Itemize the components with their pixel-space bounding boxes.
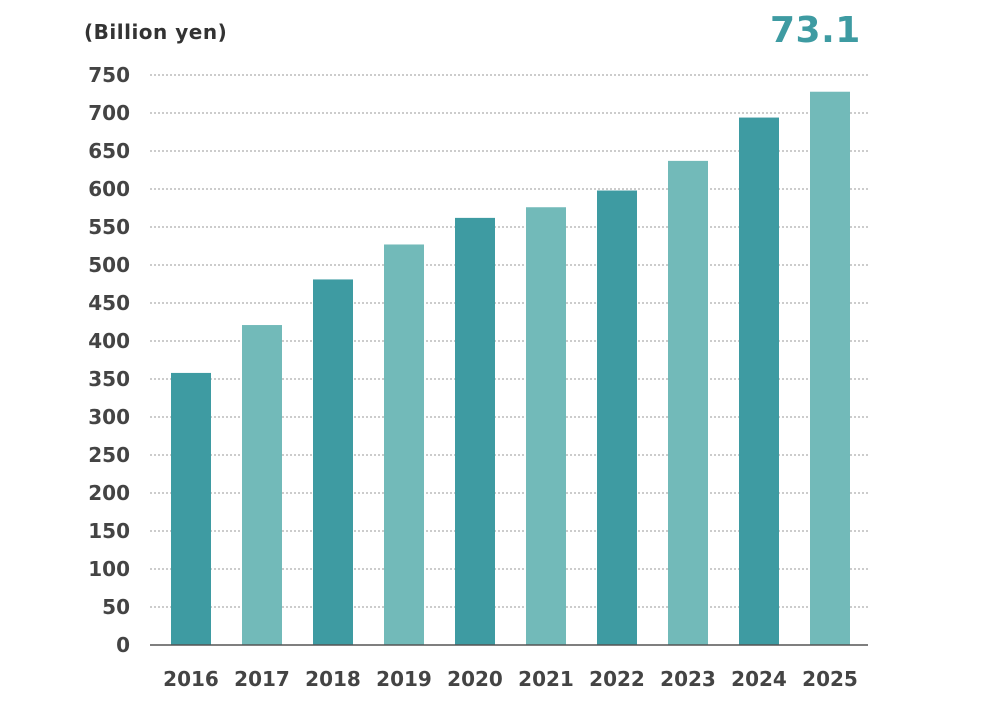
y-tick-label-550: 550 xyxy=(88,215,130,239)
x-tick-label-2023: 2023 xyxy=(660,667,716,691)
x-tick-label-2025: 2025 xyxy=(802,667,858,691)
bar-2018 xyxy=(313,279,353,645)
x-tick-label-2018: 2018 xyxy=(305,667,361,691)
y-tick-label-500: 500 xyxy=(88,253,130,277)
y-tick-label-450: 450 xyxy=(88,291,130,315)
y-axis-unit-label: (Billion yen) xyxy=(84,20,228,44)
x-tick-label-2021: 2021 xyxy=(518,667,574,691)
bar-2023 xyxy=(668,160,708,645)
bar-2019 xyxy=(384,244,424,646)
bar-2016 xyxy=(171,372,211,645)
y-tick-label-300: 300 xyxy=(88,405,130,429)
x-tick-label-2016: 2016 xyxy=(163,667,219,691)
highlight-value-label: 73.1 xyxy=(770,10,861,51)
bar-2024 xyxy=(739,117,779,645)
y-tick-label-650: 650 xyxy=(88,139,130,163)
x-tick-label-2024: 2024 xyxy=(731,667,787,691)
y-tick-label-250: 250 xyxy=(88,443,130,467)
bar-2020 xyxy=(455,217,495,645)
y-tick-label-750: 750 xyxy=(88,63,130,87)
bar-2017 xyxy=(242,325,282,645)
y-tick-label-400: 400 xyxy=(88,329,130,353)
bar-2025 xyxy=(810,91,850,646)
y-tick-label-200: 200 xyxy=(88,481,130,505)
x-tick-label-2022: 2022 xyxy=(589,667,645,691)
bar-2022 xyxy=(597,190,637,645)
y-tick-label-600: 600 xyxy=(88,177,130,201)
bar-2021 xyxy=(526,207,566,646)
y-tick-label-700: 700 xyxy=(88,101,130,125)
x-tick-label-2020: 2020 xyxy=(447,667,503,691)
y-tick-label-100: 100 xyxy=(88,557,130,581)
x-tick-label-2019: 2019 xyxy=(376,667,432,691)
y-tick-label-350: 350 xyxy=(88,367,130,391)
y-tick-label-0: 0 xyxy=(116,633,130,657)
y-tick-label-150: 150 xyxy=(88,519,130,543)
x-tick-label-2017: 2017 xyxy=(234,667,290,691)
y-tick-label-50: 50 xyxy=(102,595,130,619)
